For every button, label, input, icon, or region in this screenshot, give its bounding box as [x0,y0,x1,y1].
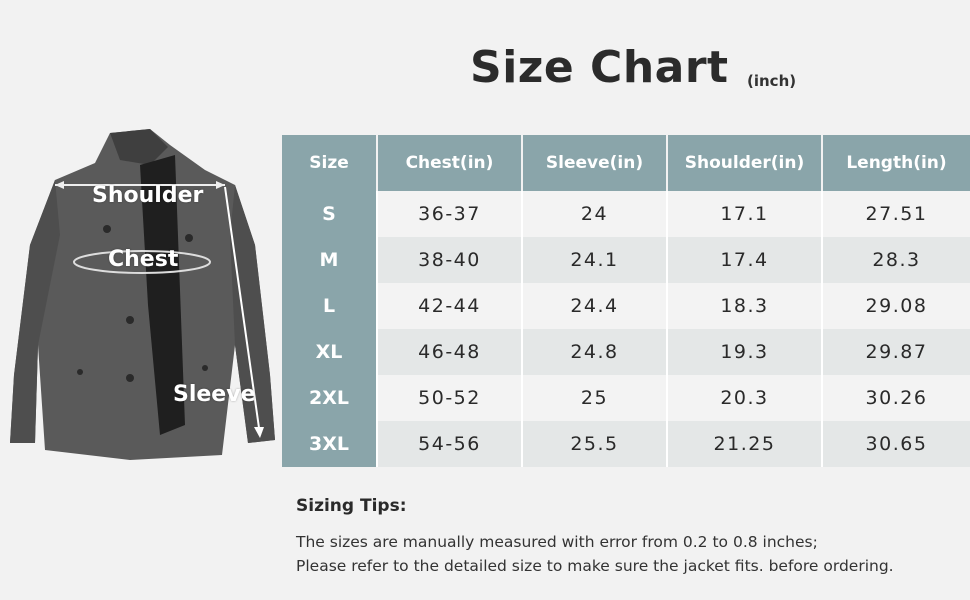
cell-chest: 42-44 [376,283,522,329]
cell-shoulder: 19.3 [666,329,822,375]
cell-chest: 36-37 [376,191,522,237]
table-header-row: Size Chest(in) Sleeve(in) Shoulder(in) L… [282,135,970,191]
table-row: 3XL 54-56 25.5 21.25 30.65 [282,421,970,467]
sleeve-label: Sleeve [173,382,256,407]
unit-label: (inch) [747,72,797,90]
cell-shoulder: 20.3 [666,375,822,421]
cell-length: 29.08 [821,283,970,329]
cell-shoulder: 17.1 [666,191,822,237]
cell-sleeve: 24 [521,191,667,237]
cell-sleeve: 25 [521,375,667,421]
header-shoulder: Shoulder(in) [666,135,822,191]
tips-line: The sizes are manually measured with err… [296,533,818,551]
jacket-image: Shoulder Chest Sleeve [0,125,285,465]
cell-shoulder: 17.4 [666,237,822,283]
sizing-tips: Sizing Tips: The sizes are manually meas… [296,496,894,578]
cell-shoulder: 21.25 [666,421,822,467]
cell-size: 2XL [282,375,377,421]
cell-length: 28.3 [821,237,970,283]
header-length: Length(in) [821,135,970,191]
cell-chest: 54-56 [376,421,522,467]
cell-shoulder: 18.3 [666,283,822,329]
cell-size: L [282,283,377,329]
cell-sleeve: 24.8 [521,329,667,375]
cell-sleeve: 24.1 [521,237,667,283]
cell-chest: 50-52 [376,375,522,421]
cell-length: 30.26 [821,375,970,421]
tips-line: Please refer to the detailed size to mak… [296,557,894,575]
table-row: 2XL 50-52 25 20.3 30.26 [282,375,970,421]
cell-chest: 46-48 [376,329,522,375]
table-row: XL 46-48 24.8 19.3 29.87 [282,329,970,375]
cell-sleeve: 24.4 [521,283,667,329]
header-sleeve: Sleeve(in) [521,135,667,191]
cell-size: M [282,237,377,283]
header-chest: Chest(in) [376,135,522,191]
cell-sleeve: 25.5 [521,421,667,467]
table-row: M 38-40 24.1 17.4 28.3 [282,237,970,283]
cell-size: 3XL [282,421,377,467]
table-row: L 42-44 24.4 18.3 29.08 [282,283,970,329]
cell-chest: 38-40 [376,237,522,283]
table-row: S 36-37 24 17.1 27.51 [282,191,970,237]
chest-label: Chest [108,247,179,272]
jacket-illustration [10,129,275,460]
cell-length: 29.87 [821,329,970,375]
tips-heading: Sizing Tips: [296,496,407,516]
header-size: Size [282,135,377,191]
shoulder-label: Shoulder [92,183,204,208]
size-table: Size Chest(in) Sleeve(in) Shoulder(in) L… [282,135,970,467]
cell-length: 27.51 [821,191,970,237]
cell-size: S [282,191,377,237]
cell-length: 30.65 [821,421,970,467]
cell-size: XL [282,329,377,375]
page-title: Size Chart [470,42,729,93]
